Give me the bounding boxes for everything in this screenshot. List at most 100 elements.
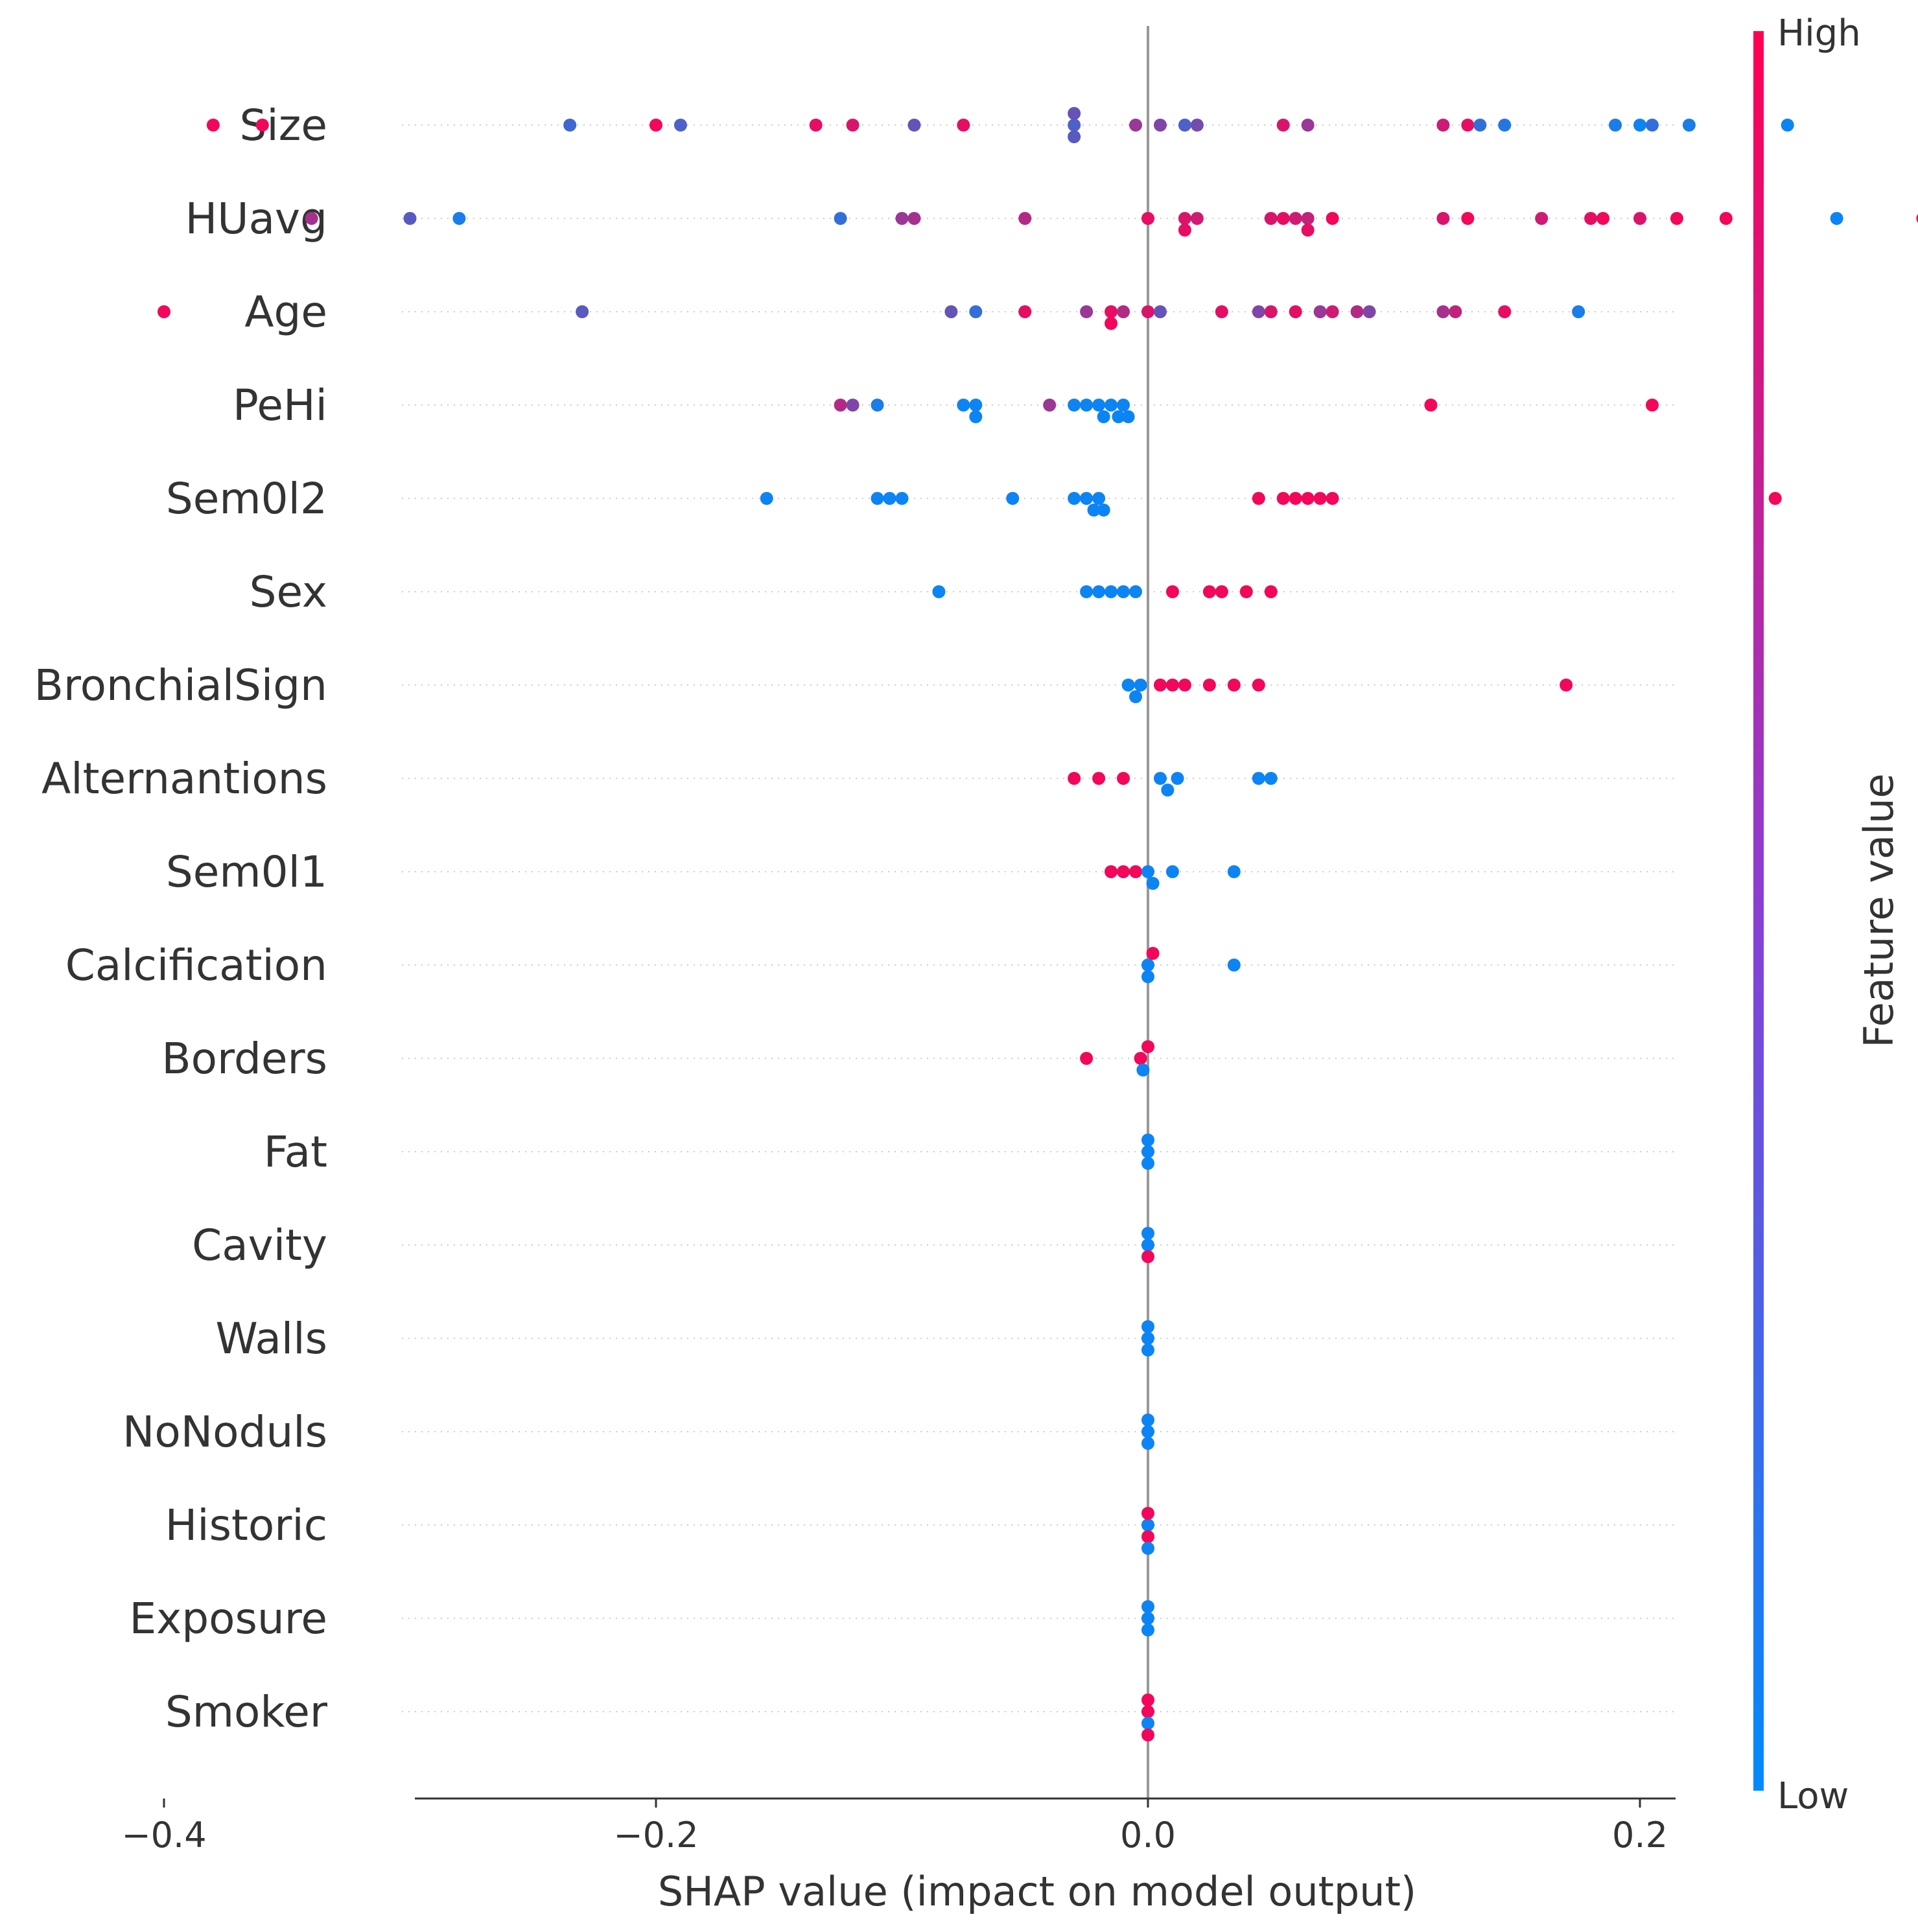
colorbar-low-label: Low bbox=[1777, 1775, 1849, 1817]
data-point bbox=[1215, 585, 1228, 598]
colorbar-gradient bbox=[1753, 31, 1764, 1791]
data-point bbox=[1141, 1624, 1154, 1636]
data-point bbox=[1178, 119, 1191, 132]
data-point bbox=[1141, 970, 1154, 983]
data-point bbox=[1141, 1320, 1154, 1333]
data-point bbox=[1264, 305, 1278, 318]
data-point bbox=[1129, 690, 1143, 703]
data-point bbox=[1141, 1344, 1154, 1356]
data-point bbox=[1719, 212, 1733, 225]
data-point bbox=[1178, 212, 1191, 225]
data-point bbox=[1289, 492, 1302, 505]
data-point bbox=[1165, 679, 1179, 692]
data-point bbox=[1092, 585, 1106, 598]
data-point bbox=[1141, 1507, 1154, 1520]
data-point bbox=[1141, 1437, 1154, 1450]
data-point bbox=[1105, 865, 1118, 878]
data-point bbox=[1018, 212, 1032, 225]
data-point bbox=[305, 212, 318, 225]
data-point bbox=[1141, 1332, 1154, 1345]
data-point bbox=[1239, 585, 1253, 598]
data-point bbox=[846, 119, 860, 132]
data-point bbox=[1313, 492, 1327, 505]
x-axis-title: SHAP value (impact on model output) bbox=[658, 1868, 1416, 1915]
data-point bbox=[1141, 865, 1154, 878]
feature-label: Sem0l1 bbox=[166, 847, 327, 897]
data-point bbox=[1289, 212, 1302, 225]
data-point bbox=[1178, 224, 1191, 237]
data-point bbox=[1830, 212, 1843, 225]
data-point bbox=[1105, 305, 1118, 318]
data-point bbox=[1252, 679, 1265, 692]
data-point bbox=[1141, 1728, 1154, 1741]
feature-label: Borders bbox=[161, 1034, 327, 1084]
data-point bbox=[1141, 1250, 1154, 1263]
data-point bbox=[871, 492, 884, 505]
data-point bbox=[1633, 119, 1646, 132]
x-axis: −0.4−0.20.00.20.4 SHAP value (impact on … bbox=[121, 1797, 1676, 1915]
data-point bbox=[1134, 1052, 1147, 1065]
data-point bbox=[1171, 772, 1184, 785]
data-point bbox=[452, 212, 466, 225]
data-point bbox=[1572, 305, 1585, 318]
data-point bbox=[1326, 212, 1339, 225]
data-point bbox=[1326, 492, 1339, 505]
data-point bbox=[1141, 1705, 1154, 1718]
data-point bbox=[1153, 119, 1167, 132]
data-point bbox=[1301, 212, 1315, 225]
data-point bbox=[1276, 212, 1290, 225]
data-point bbox=[1596, 212, 1610, 225]
data-point bbox=[1313, 305, 1327, 318]
feature-label: Size bbox=[240, 100, 327, 150]
data-point bbox=[1682, 119, 1696, 132]
data-point bbox=[1301, 492, 1315, 505]
data-point bbox=[1645, 399, 1659, 412]
data-point bbox=[1584, 212, 1598, 225]
data-point bbox=[563, 119, 577, 132]
data-point bbox=[1043, 399, 1057, 412]
data-point bbox=[907, 212, 921, 225]
data-point bbox=[969, 305, 983, 318]
data-point bbox=[1105, 399, 1118, 412]
data-point bbox=[1136, 1064, 1150, 1077]
data-point bbox=[1141, 1227, 1154, 1240]
data-point bbox=[1350, 305, 1364, 318]
data-point bbox=[1326, 305, 1339, 318]
data-point bbox=[895, 492, 909, 505]
data-point bbox=[1141, 1239, 1154, 1251]
data-point bbox=[1129, 119, 1143, 132]
data-point bbox=[1117, 399, 1130, 412]
data-point bbox=[1141, 1040, 1154, 1053]
data-point bbox=[1633, 212, 1646, 225]
data-point bbox=[576, 305, 589, 318]
data-point bbox=[1146, 877, 1160, 890]
data-point bbox=[1276, 119, 1290, 132]
data-point bbox=[957, 119, 970, 132]
data-point bbox=[1068, 130, 1081, 143]
data-point bbox=[1190, 119, 1204, 132]
data-point bbox=[649, 119, 662, 132]
data-point bbox=[1227, 959, 1241, 972]
data-point bbox=[1141, 1134, 1154, 1146]
data-point bbox=[1215, 305, 1228, 318]
data-point bbox=[1276, 492, 1290, 505]
feature-label: BronchialSign bbox=[34, 660, 327, 710]
data-point bbox=[1141, 212, 1154, 225]
data-point bbox=[1080, 585, 1093, 598]
feature-label: Walls bbox=[215, 1314, 327, 1364]
data-point bbox=[1141, 1414, 1154, 1426]
data-point bbox=[1117, 585, 1130, 598]
feature-label: Age bbox=[244, 287, 327, 337]
data-point bbox=[1768, 492, 1782, 505]
data-point bbox=[969, 410, 983, 423]
data-point bbox=[1117, 772, 1130, 785]
data-point bbox=[1141, 305, 1154, 318]
data-point bbox=[1535, 212, 1549, 225]
data-point bbox=[834, 212, 847, 225]
data-point bbox=[1141, 1717, 1154, 1730]
data-point bbox=[1609, 119, 1622, 132]
x-ticks: −0.4−0.20.00.20.4 bbox=[121, 1798, 1668, 1856]
data-point bbox=[907, 119, 921, 132]
data-point bbox=[1134, 679, 1147, 692]
data-point bbox=[1436, 212, 1450, 225]
